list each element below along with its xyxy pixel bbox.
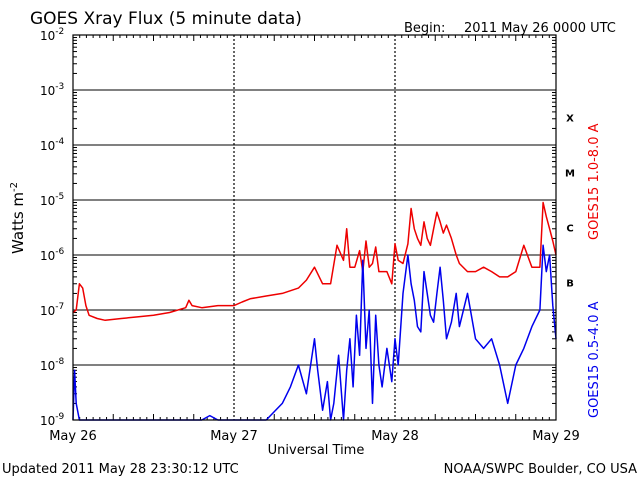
ylabel-exponent: -2: [9, 182, 20, 192]
y-tick-label: 10-9: [40, 412, 65, 428]
begin-value: 2011 May 26 0000 UTC: [464, 21, 616, 36]
y-tick-label: 10-3: [40, 82, 64, 98]
y-tick-label: 10-7: [40, 302, 64, 318]
y-tick-label: 10-4: [40, 137, 65, 153]
legend-short-label: GOES15 0.5-4.0 A: [587, 301, 602, 418]
gridlines: [73, 34, 556, 421]
svg-text:Watts m-2: Watts m-2: [9, 182, 27, 254]
flare-class-label: B: [566, 279, 574, 290]
x-tick-labels: May 26 May 27 May 28 May 29: [49, 429, 580, 444]
y-tick-labels: 10-9 10-8 10-7 10-6 10-5 10-4 10-3 10-2: [40, 27, 65, 428]
series-line-long-channel: [72, 201, 557, 322]
updated-timestamp: Updated 2011 May 28 23:30:12 UTC: [2, 462, 239, 477]
x-tick-label: May 26: [49, 429, 97, 444]
x-tick-label: May 28: [371, 429, 419, 444]
chart-title: GOES Xray Flux (5 minute data): [30, 9, 302, 29]
ylabel-base: Watts m: [9, 192, 27, 254]
x-tick-label: May 27: [210, 429, 258, 444]
plot-frame: [72, 34, 557, 421]
y-tick-label: 10-8: [40, 357, 65, 373]
data-series: [72, 201, 557, 421]
flare-class-label: C: [566, 224, 573, 235]
flare-class-label: A: [566, 334, 574, 345]
y-tick-label: 10-6: [40, 247, 65, 263]
flare-class-label: M: [565, 169, 575, 180]
flare-class-labels: X M C B A: [565, 114, 575, 345]
y-tick-label: 10-5: [40, 192, 64, 208]
begin-label: Begin:: [404, 21, 445, 36]
legend-long-label: GOES15 1.0-8.0 A: [587, 123, 602, 240]
x-tick-label: May 29: [532, 429, 580, 444]
source-credit: NOAA/SWPC Boulder, CO USA: [444, 462, 637, 477]
x-axis-title: Universal Time: [268, 443, 365, 458]
y-axis-title: Watts m-2: [9, 182, 27, 254]
series-line-short-channel: [72, 244, 557, 421]
flare-class-label: X: [566, 114, 574, 125]
legend-short-channel: GOES15 0.5-4.0 A: [587, 301, 602, 418]
y-tick-label: 10-2: [40, 27, 64, 43]
legend-long-channel: GOES15 1.0-8.0 A: [587, 123, 602, 240]
